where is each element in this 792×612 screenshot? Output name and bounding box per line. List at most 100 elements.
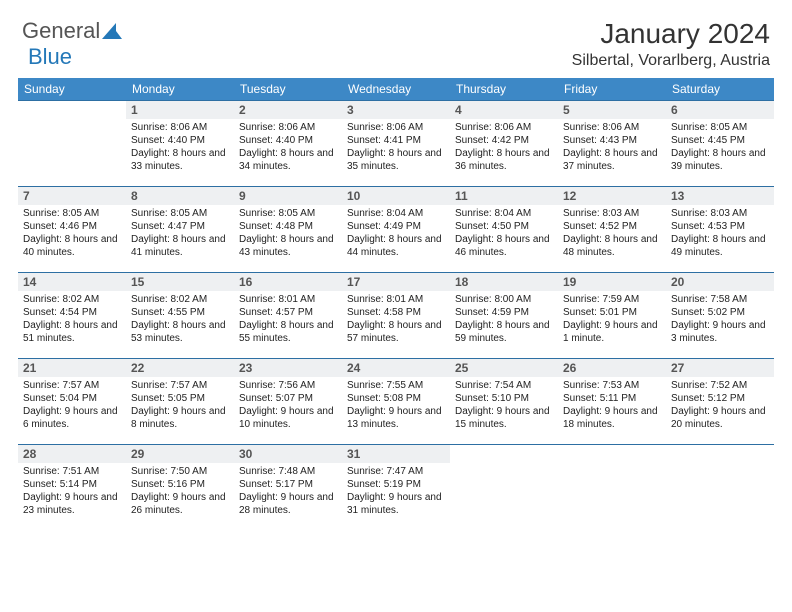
day-cell: 25Sunrise: 7:54 AMSunset: 5:10 PMDayligh…	[450, 359, 558, 445]
logo: General	[22, 18, 124, 44]
day-info: Sunrise: 8:02 AMSunset: 4:55 PMDaylight:…	[126, 291, 234, 347]
day-info: Sunrise: 8:05 AMSunset: 4:48 PMDaylight:…	[234, 205, 342, 261]
day-info: Sunrise: 7:56 AMSunset: 5:07 PMDaylight:…	[234, 377, 342, 433]
day-cell	[450, 445, 558, 531]
day-number: 5	[558, 101, 666, 119]
day-cell: 22Sunrise: 7:57 AMSunset: 5:05 PMDayligh…	[126, 359, 234, 445]
day-cell: 20Sunrise: 7:58 AMSunset: 5:02 PMDayligh…	[666, 273, 774, 359]
day-cell: 17Sunrise: 8:01 AMSunset: 4:58 PMDayligh…	[342, 273, 450, 359]
day-cell: 14Sunrise: 8:02 AMSunset: 4:54 PMDayligh…	[18, 273, 126, 359]
day-cell: 18Sunrise: 8:00 AMSunset: 4:59 PMDayligh…	[450, 273, 558, 359]
day-cell: 12Sunrise: 8:03 AMSunset: 4:52 PMDayligh…	[558, 187, 666, 273]
day-cell	[666, 445, 774, 531]
day-number: 18	[450, 273, 558, 291]
day-info: Sunrise: 8:03 AMSunset: 4:52 PMDaylight:…	[558, 205, 666, 261]
day-header: Saturday	[666, 78, 774, 101]
day-number: 20	[666, 273, 774, 291]
day-info: Sunrise: 8:00 AMSunset: 4:59 PMDaylight:…	[450, 291, 558, 347]
day-number: 4	[450, 101, 558, 119]
day-cell: 27Sunrise: 7:52 AMSunset: 5:12 PMDayligh…	[666, 359, 774, 445]
title-block: January 2024 Silbertal, Vorarlberg, Aust…	[572, 18, 770, 70]
week-row: 21Sunrise: 7:57 AMSunset: 5:04 PMDayligh…	[18, 359, 774, 445]
day-info: Sunrise: 8:04 AMSunset: 4:50 PMDaylight:…	[450, 205, 558, 261]
day-cell: 8Sunrise: 8:05 AMSunset: 4:47 PMDaylight…	[126, 187, 234, 273]
day-number: 25	[450, 359, 558, 377]
day-number: 27	[666, 359, 774, 377]
day-info: Sunrise: 8:01 AMSunset: 4:58 PMDaylight:…	[342, 291, 450, 347]
week-row: 1Sunrise: 8:06 AMSunset: 4:40 PMDaylight…	[18, 101, 774, 187]
day-cell: 1Sunrise: 8:06 AMSunset: 4:40 PMDaylight…	[126, 101, 234, 187]
logo-blue-text-wrap: Blue	[28, 44, 72, 70]
day-cell: 23Sunrise: 7:56 AMSunset: 5:07 PMDayligh…	[234, 359, 342, 445]
day-number: 28	[18, 445, 126, 463]
day-info: Sunrise: 8:03 AMSunset: 4:53 PMDaylight:…	[666, 205, 774, 261]
day-info: Sunrise: 8:06 AMSunset: 4:42 PMDaylight:…	[450, 119, 558, 175]
day-cell: 15Sunrise: 8:02 AMSunset: 4:55 PMDayligh…	[126, 273, 234, 359]
day-number: 30	[234, 445, 342, 463]
week-row: 28Sunrise: 7:51 AMSunset: 5:14 PMDayligh…	[18, 445, 774, 531]
day-cell: 19Sunrise: 7:59 AMSunset: 5:01 PMDayligh…	[558, 273, 666, 359]
day-header: Friday	[558, 78, 666, 101]
day-number: 14	[18, 273, 126, 291]
calendar-table: SundayMondayTuesdayWednesdayThursdayFrid…	[18, 78, 774, 531]
day-header-row: SundayMondayTuesdayWednesdayThursdayFrid…	[18, 78, 774, 101]
day-number: 3	[342, 101, 450, 119]
day-number: 29	[126, 445, 234, 463]
day-info: Sunrise: 7:50 AMSunset: 5:16 PMDaylight:…	[126, 463, 234, 519]
week-row: 14Sunrise: 8:02 AMSunset: 4:54 PMDayligh…	[18, 273, 774, 359]
day-cell: 7Sunrise: 8:05 AMSunset: 4:46 PMDaylight…	[18, 187, 126, 273]
day-cell: 29Sunrise: 7:50 AMSunset: 5:16 PMDayligh…	[126, 445, 234, 531]
day-info: Sunrise: 8:04 AMSunset: 4:49 PMDaylight:…	[342, 205, 450, 261]
day-number: 12	[558, 187, 666, 205]
day-cell: 24Sunrise: 7:55 AMSunset: 5:08 PMDayligh…	[342, 359, 450, 445]
day-cell: 31Sunrise: 7:47 AMSunset: 5:19 PMDayligh…	[342, 445, 450, 531]
day-info: Sunrise: 7:48 AMSunset: 5:17 PMDaylight:…	[234, 463, 342, 519]
day-cell: 13Sunrise: 8:03 AMSunset: 4:53 PMDayligh…	[666, 187, 774, 273]
day-number: 22	[126, 359, 234, 377]
day-header: Monday	[126, 78, 234, 101]
day-cell: 5Sunrise: 8:06 AMSunset: 4:43 PMDaylight…	[558, 101, 666, 187]
day-info: Sunrise: 7:53 AMSunset: 5:11 PMDaylight:…	[558, 377, 666, 433]
day-header: Tuesday	[234, 78, 342, 101]
day-number: 23	[234, 359, 342, 377]
day-cell: 16Sunrise: 8:01 AMSunset: 4:57 PMDayligh…	[234, 273, 342, 359]
day-cell: 30Sunrise: 7:48 AMSunset: 5:17 PMDayligh…	[234, 445, 342, 531]
day-info: Sunrise: 7:54 AMSunset: 5:10 PMDaylight:…	[450, 377, 558, 433]
day-number: 16	[234, 273, 342, 291]
day-info: Sunrise: 8:06 AMSunset: 4:40 PMDaylight:…	[234, 119, 342, 175]
day-number: 31	[342, 445, 450, 463]
day-info: Sunrise: 7:58 AMSunset: 5:02 PMDaylight:…	[666, 291, 774, 347]
day-cell: 10Sunrise: 8:04 AMSunset: 4:49 PMDayligh…	[342, 187, 450, 273]
day-number: 21	[18, 359, 126, 377]
day-number: 6	[666, 101, 774, 119]
day-info: Sunrise: 7:52 AMSunset: 5:12 PMDaylight:…	[666, 377, 774, 433]
logo-text-blue: Blue	[28, 44, 72, 69]
day-cell: 26Sunrise: 7:53 AMSunset: 5:11 PMDayligh…	[558, 359, 666, 445]
calendar-body: 1Sunrise: 8:06 AMSunset: 4:40 PMDaylight…	[18, 101, 774, 531]
day-number: 17	[342, 273, 450, 291]
day-cell: 11Sunrise: 8:04 AMSunset: 4:50 PMDayligh…	[450, 187, 558, 273]
day-info: Sunrise: 8:06 AMSunset: 4:41 PMDaylight:…	[342, 119, 450, 175]
day-info: Sunrise: 7:47 AMSunset: 5:19 PMDaylight:…	[342, 463, 450, 519]
day-number: 9	[234, 187, 342, 205]
logo-triangle-icon	[102, 23, 122, 39]
month-title: January 2024	[572, 18, 770, 50]
day-cell: 2Sunrise: 8:06 AMSunset: 4:40 PMDaylight…	[234, 101, 342, 187]
day-header: Sunday	[18, 78, 126, 101]
day-cell: 28Sunrise: 7:51 AMSunset: 5:14 PMDayligh…	[18, 445, 126, 531]
day-info: Sunrise: 7:51 AMSunset: 5:14 PMDaylight:…	[18, 463, 126, 519]
location: Silbertal, Vorarlberg, Austria	[572, 52, 770, 70]
day-info: Sunrise: 7:59 AMSunset: 5:01 PMDaylight:…	[558, 291, 666, 347]
day-info: Sunrise: 8:05 AMSunset: 4:45 PMDaylight:…	[666, 119, 774, 175]
day-number: 26	[558, 359, 666, 377]
day-info: Sunrise: 7:55 AMSunset: 5:08 PMDaylight:…	[342, 377, 450, 433]
day-info: Sunrise: 8:05 AMSunset: 4:46 PMDaylight:…	[18, 205, 126, 261]
day-number: 13	[666, 187, 774, 205]
day-number: 1	[126, 101, 234, 119]
day-number: 2	[234, 101, 342, 119]
day-number: 8	[126, 187, 234, 205]
day-info: Sunrise: 8:05 AMSunset: 4:47 PMDaylight:…	[126, 205, 234, 261]
day-cell: 6Sunrise: 8:05 AMSunset: 4:45 PMDaylight…	[666, 101, 774, 187]
logo-text-general: General	[22, 18, 100, 44]
day-header: Wednesday	[342, 78, 450, 101]
